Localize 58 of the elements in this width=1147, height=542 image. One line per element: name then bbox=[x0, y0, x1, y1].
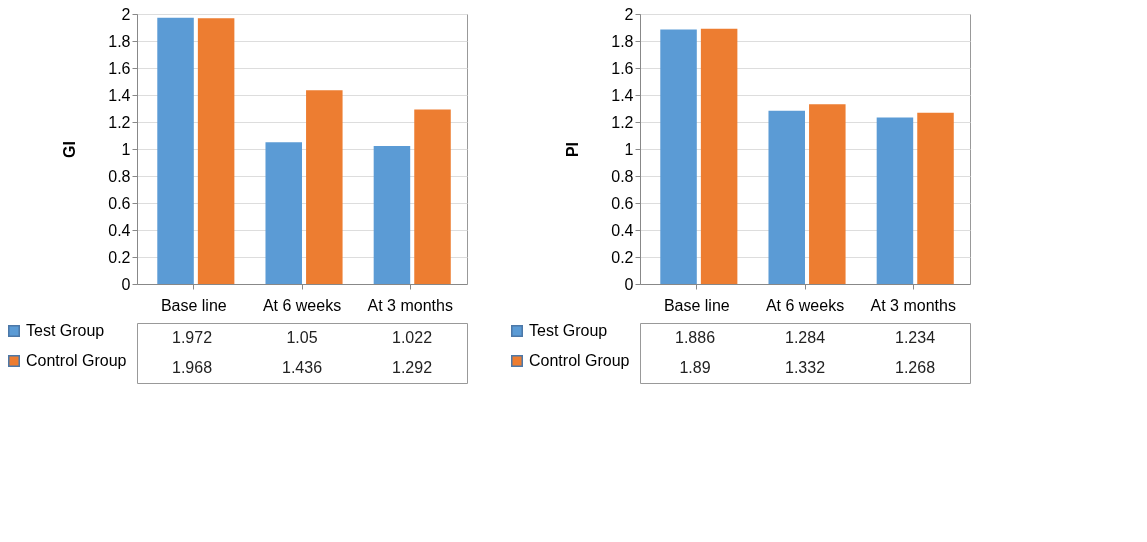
data-label: 1.292 bbox=[391, 359, 433, 376]
y-tick-label: 1.4 bbox=[611, 86, 634, 104]
data-label: 1.268 bbox=[894, 359, 936, 376]
y-tick-label: 0.6 bbox=[108, 194, 131, 212]
y-tick-label: 0.4 bbox=[108, 221, 131, 239]
y-tick-label: 0 bbox=[121, 275, 131, 293]
y-tick-label: 0.8 bbox=[611, 167, 634, 185]
y-tick-label: 0.2 bbox=[108, 248, 131, 266]
y-tick-label: 0.6 bbox=[611, 194, 634, 212]
y-axis-title: GI bbox=[61, 141, 79, 158]
data-label: 1.022 bbox=[391, 329, 433, 346]
y-tick-label: 0.8 bbox=[108, 167, 131, 185]
data-label: 1.332 bbox=[784, 359, 826, 376]
x-tick-label: Base line bbox=[160, 296, 227, 314]
legend-label: Test Group bbox=[529, 322, 608, 339]
bar bbox=[373, 146, 411, 284]
y-tick-label: 2 bbox=[624, 5, 634, 23]
bar bbox=[157, 17, 194, 284]
data-label: 1.886 bbox=[674, 329, 716, 346]
y-tick-label: 0.2 bbox=[611, 248, 634, 266]
x-tick-label: Base line bbox=[663, 296, 730, 314]
y-tick-label: 1.8 bbox=[611, 32, 634, 50]
data-label: 1.972 bbox=[171, 329, 213, 346]
data-label: 1.234 bbox=[894, 329, 936, 346]
x-tick-label: At 3 months bbox=[870, 296, 956, 314]
y-tick-label: 0 bbox=[624, 275, 634, 293]
x-tick-label: At 3 months bbox=[367, 296, 453, 314]
bar bbox=[414, 109, 451, 284]
y-tick-label: 1.2 bbox=[611, 113, 634, 131]
bar bbox=[197, 18, 235, 284]
y-axis-title: PI bbox=[564, 141, 582, 158]
y-tick-label: 1.4 bbox=[108, 86, 131, 104]
y-tick-label: 0.4 bbox=[611, 221, 634, 239]
y-tick-label: 1.6 bbox=[108, 59, 131, 77]
data-label: 1.05 bbox=[286, 329, 318, 346]
bar bbox=[265, 142, 302, 284]
y-tick-label: 1 bbox=[624, 140, 634, 158]
bar bbox=[917, 112, 954, 284]
legend-label: Test Group bbox=[26, 322, 105, 339]
bar bbox=[768, 110, 805, 284]
legend-label: Control Group bbox=[529, 352, 630, 369]
y-tick-label: 1.6 bbox=[611, 59, 634, 77]
data-label: 1.968 bbox=[171, 359, 213, 376]
y-tick-label: 2 bbox=[121, 5, 131, 23]
bar bbox=[876, 117, 914, 284]
bar bbox=[809, 104, 846, 284]
legend-label: Control Group bbox=[26, 352, 127, 369]
x-tick-label: At 6 weeks bbox=[262, 296, 342, 314]
y-tick-label: 1.8 bbox=[108, 32, 131, 50]
data-label: 1.284 bbox=[784, 329, 826, 346]
y-tick-label: 1.2 bbox=[108, 113, 131, 131]
y-tick-label: 1 bbox=[121, 140, 131, 158]
data-label: 1.89 bbox=[679, 359, 711, 376]
bar bbox=[306, 90, 343, 284]
bar bbox=[660, 29, 697, 284]
x-tick-label: At 6 weeks bbox=[765, 296, 845, 314]
data-label: 1.436 bbox=[281, 359, 323, 376]
bar bbox=[700, 28, 738, 284]
